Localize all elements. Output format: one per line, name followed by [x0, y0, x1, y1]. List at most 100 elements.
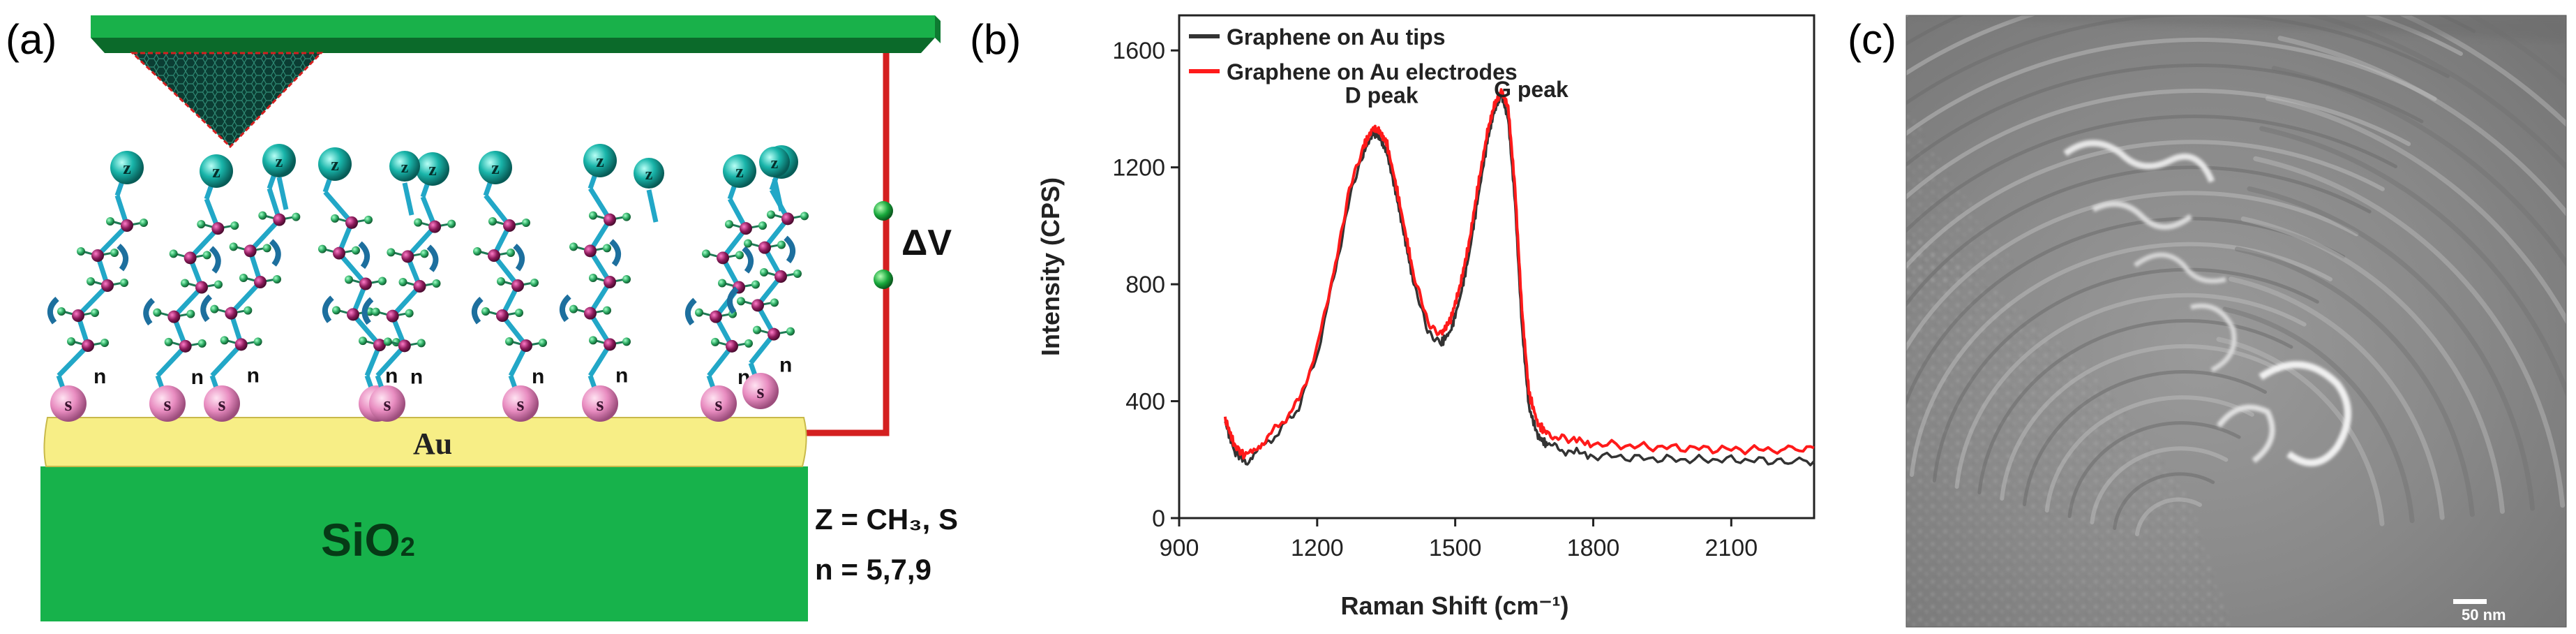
ripple-arc	[2023, 370, 2267, 506]
voltage-label: ΔV	[901, 223, 952, 263]
hydrogen-atom	[318, 244, 327, 253]
carbon-atom	[184, 251, 197, 265]
repeat-bracket	[47, 297, 59, 325]
hydrogen-atom	[589, 274, 597, 282]
repeat-bracket	[269, 239, 281, 267]
hydrogen-atom	[569, 242, 578, 251]
carbon-atom	[211, 222, 225, 235]
carbon-atom	[386, 309, 399, 323]
ripple-arc	[2234, 246, 2475, 517]
carbon-atom	[347, 308, 359, 321]
ripple-arc	[2135, 497, 2202, 536]
hydrogen-atom	[106, 217, 114, 226]
ripple-arc	[1906, 15, 2463, 76]
ripple-arc	[2271, 66, 2566, 267]
substrate-label-sub: 2	[400, 533, 415, 562]
hydrogen-atom	[398, 278, 407, 286]
carbon-atom	[72, 309, 84, 322]
hydrogen-atom	[345, 275, 353, 284]
carbon-atom	[359, 277, 372, 290]
hydrogen-atom	[87, 277, 95, 286]
ripple-arc	[2277, 36, 2566, 217]
ripple-arc	[2240, 216, 2505, 514]
hydrogen-atom	[120, 279, 128, 287]
hydrogen-atom	[91, 309, 99, 317]
hydrogen-atom	[292, 212, 301, 221]
ripple-arc	[2305, 15, 2566, 171]
sulfur-atom	[50, 385, 87, 422]
hydrogen-atom	[420, 249, 429, 258]
carbon-atom	[234, 338, 248, 351]
peak-annotation: G peak	[1494, 77, 1568, 102]
ripple-arc	[2259, 126, 2566, 398]
repeat-n-label: n	[779, 354, 792, 377]
hydrogen-atom	[589, 336, 597, 345]
carbon-atom	[401, 250, 414, 263]
ripple-arc	[1906, 115, 2397, 233]
repeat-n-label: n	[191, 366, 204, 389]
repeat-bracket	[358, 241, 370, 270]
hydrogen-atom	[751, 280, 760, 289]
terminal-z-atom-label: z	[771, 154, 779, 172]
repeat-bracket	[513, 244, 525, 272]
scale-bar	[2453, 599, 2487, 604]
hydrogen-atom	[497, 277, 505, 286]
carbon-atom	[91, 249, 104, 262]
sem-micrograph-image	[1905, 15, 2567, 628]
z-definition: Z = CH₃, S	[815, 503, 958, 536]
hydrogen-atom	[383, 337, 392, 346]
hydrogen-atom	[186, 309, 195, 318]
ripple-arc	[1906, 140, 2385, 270]
carbon-atom	[398, 339, 411, 353]
repeat-bracket	[560, 294, 571, 323]
ripple-arc	[1906, 191, 2359, 352]
carbon-atom	[726, 339, 738, 353]
sulfur-atom	[742, 373, 779, 409]
panel-a-label: (a)	[6, 16, 57, 63]
hydrogen-atom	[153, 308, 162, 317]
terminal-node-top	[874, 201, 893, 221]
terminal-z-atom	[264, 145, 294, 176]
hydrogen-atom	[230, 221, 239, 230]
hydrogen-atom	[262, 244, 271, 253]
sio2-substrate	[40, 466, 808, 621]
ripple-arc	[1906, 37, 2437, 136]
hydrogen-atom	[352, 246, 360, 255]
carbon-atom	[244, 244, 257, 258]
ripple-arc	[1906, 63, 2424, 168]
tip-holder-bar	[91, 15, 935, 38]
terminal-z-atom	[634, 158, 664, 189]
hydrogen-atom	[364, 215, 373, 224]
hydrogen-atom	[210, 304, 219, 314]
hydrogen-atom	[767, 210, 775, 219]
x-tick-label: 2100	[1705, 535, 1758, 561]
hydrogen-atom	[220, 336, 229, 345]
y-tick-label: 1600	[1112, 38, 1165, 64]
sulfur-atom-label: s	[164, 394, 172, 415]
legend-label: Graphene on Au tips	[1227, 24, 1446, 50]
carbon-atom	[751, 299, 764, 312]
hydrogen-atom	[515, 309, 523, 317]
peak-annotation: D peak	[1345, 83, 1418, 108]
hydrogen-atom	[603, 244, 611, 253]
ripple-arc	[2265, 96, 2566, 325]
panel-c-label: (c)	[1848, 16, 1896, 63]
hydrogen-atom	[331, 214, 339, 223]
substrate-label: SiO2	[321, 513, 415, 566]
gold-layer	[43, 417, 807, 467]
hydrogen-atom	[239, 274, 248, 282]
hydrogen-atom	[371, 307, 380, 316]
terminal-z-atom	[723, 154, 756, 188]
x-axis-label: Raman Shift (cm⁻¹)	[1340, 591, 1568, 620]
hydrogen-atom	[758, 221, 767, 230]
carbon-atom	[740, 222, 752, 235]
repeat-bracket	[143, 297, 156, 326]
panel-b: (b) 900 1200 1500 1800 2100 0 400 800 1200 1600 Ra…	[970, 0, 1842, 634]
hydrogen-atom	[387, 248, 396, 257]
hydrogen-atom	[744, 239, 752, 248]
hydrogen-atom	[488, 217, 497, 226]
repeat-bracket	[322, 295, 334, 323]
repeat-bracket	[742, 246, 754, 274]
substrate-label-main: SiO	[321, 514, 400, 566]
hydrogen-atom	[695, 308, 703, 317]
